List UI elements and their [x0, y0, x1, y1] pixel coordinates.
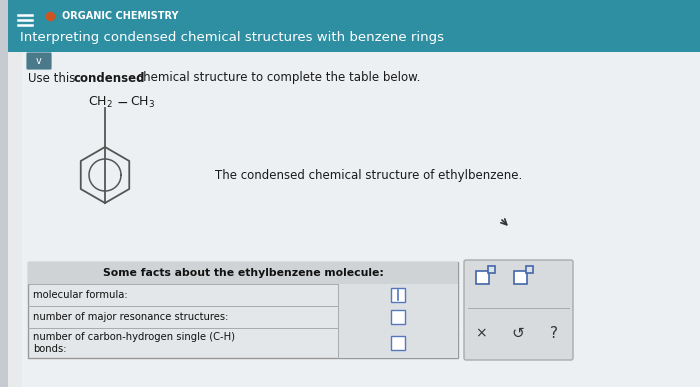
- Bar: [338, 306, 458, 328]
- Text: $\mathregular{CH_3}$: $\mathregular{CH_3}$: [130, 94, 155, 110]
- Bar: [338, 328, 458, 358]
- Text: ORGANIC CHEMISTRY: ORGANIC CHEMISTRY: [62, 11, 178, 21]
- Bar: [338, 284, 458, 306]
- Text: Use this: Use this: [28, 72, 79, 84]
- FancyBboxPatch shape: [464, 260, 573, 360]
- Text: condensed: condensed: [73, 72, 144, 84]
- Text: molecular formula:: molecular formula:: [33, 290, 127, 300]
- Bar: [8, 52, 700, 387]
- Text: The condensed chemical structure of ethylbenzene.: The condensed chemical structure of ethy…: [215, 168, 522, 182]
- Bar: [514, 271, 527, 284]
- Bar: [8, 0, 700, 52]
- Bar: [28, 262, 458, 284]
- Bar: [391, 288, 405, 302]
- Bar: [0, 0, 8, 387]
- Text: $-$: $-$: [116, 95, 128, 109]
- Text: ×: ×: [475, 326, 486, 340]
- Text: number of carbon-hydrogen single (C-H)
bonds:: number of carbon-hydrogen single (C-H) b…: [33, 332, 235, 354]
- Bar: [476, 271, 489, 284]
- Bar: [526, 266, 533, 273]
- Bar: [28, 262, 458, 358]
- Text: ?: ?: [550, 325, 558, 341]
- Bar: [22, 52, 700, 387]
- Text: Interpreting condensed chemical structures with benzene rings: Interpreting condensed chemical structur…: [20, 31, 444, 45]
- Text: number of major resonance structures:: number of major resonance structures:: [33, 312, 228, 322]
- Text: chemical structure to complete the table below.: chemical structure to complete the table…: [133, 72, 421, 84]
- Text: $\mathregular{CH_2}$: $\mathregular{CH_2}$: [88, 94, 113, 110]
- Text: v: v: [36, 57, 42, 67]
- FancyBboxPatch shape: [27, 53, 52, 70]
- Bar: [488, 266, 495, 273]
- Text: Some facts about the ethylbenzene molecule:: Some facts about the ethylbenzene molecu…: [103, 268, 384, 278]
- Bar: [391, 310, 405, 324]
- Text: ↺: ↺: [512, 325, 524, 341]
- Bar: [391, 336, 405, 350]
